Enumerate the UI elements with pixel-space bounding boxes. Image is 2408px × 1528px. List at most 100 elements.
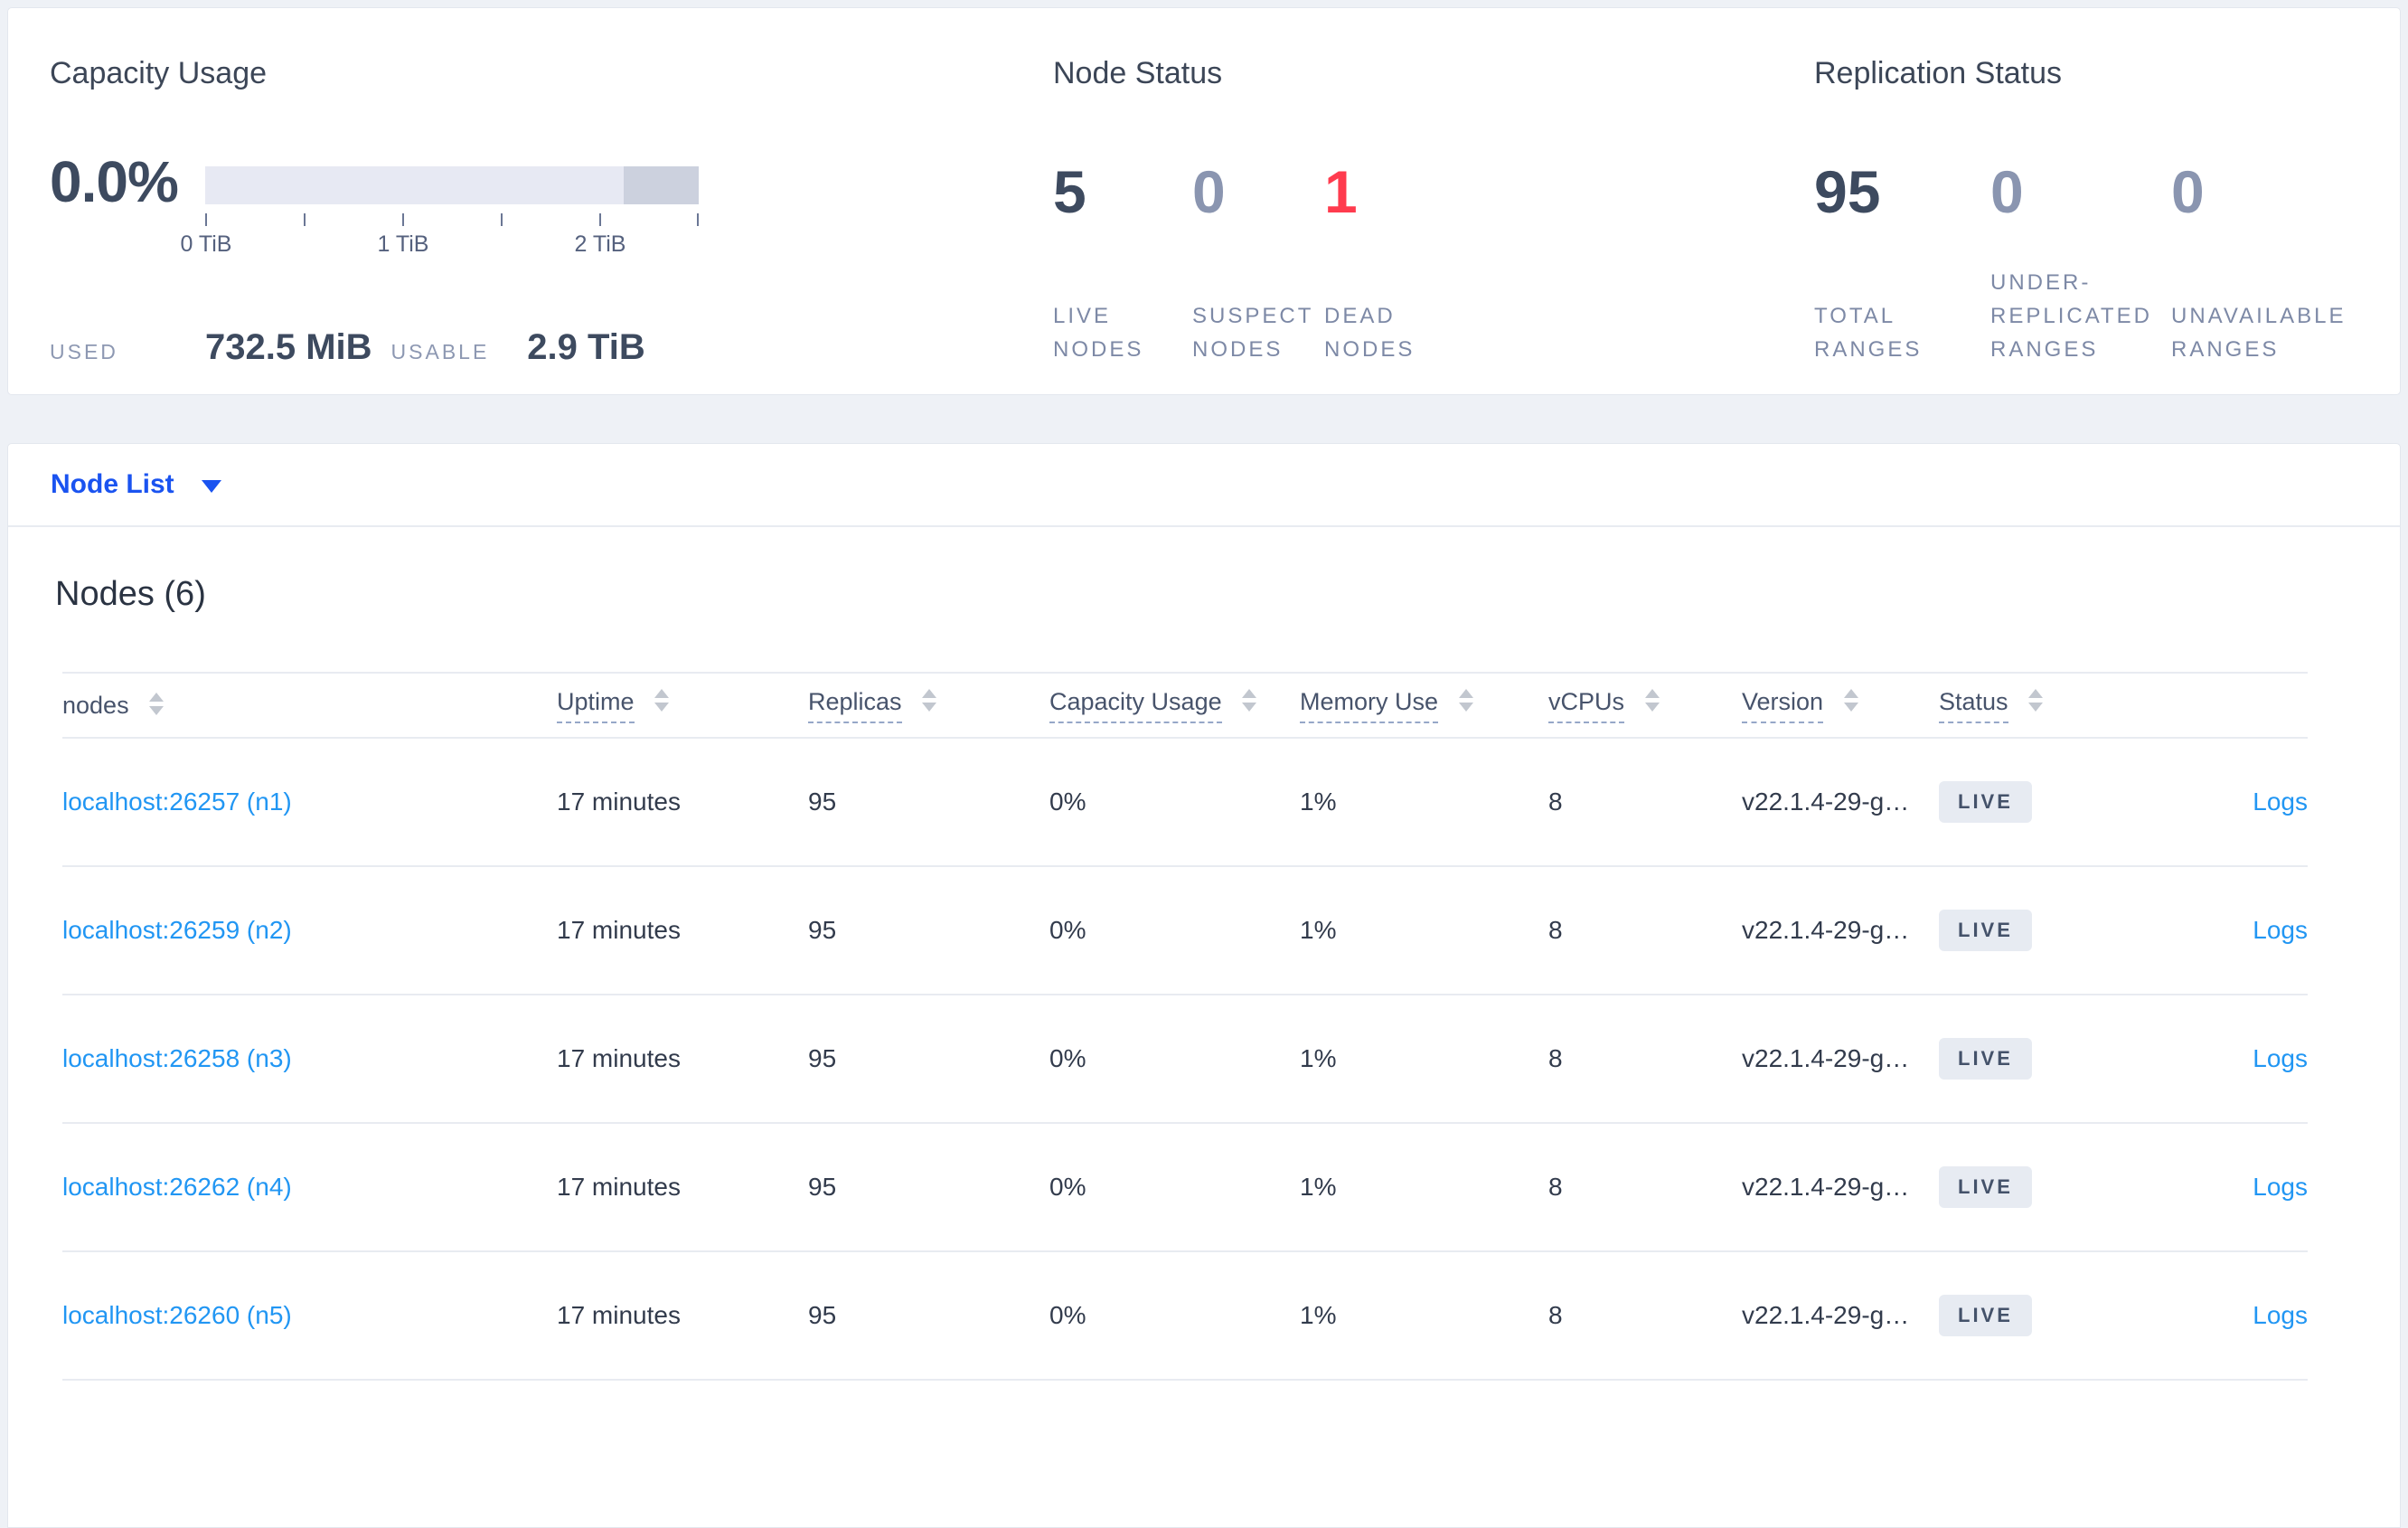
status-badge: LIVE	[1939, 910, 2032, 951]
column-header-version[interactable]: Version	[1742, 688, 1939, 723]
table-row: localhost:26258 (n3) 17 minutes 95 0% 1%…	[62, 995, 2308, 1124]
suspect-nodes-label: SUSPECT NODES	[1192, 304, 1314, 362]
vcpus-cell: 8	[1548, 1301, 1563, 1329]
vcpus-cell: 8	[1548, 1044, 1563, 1072]
logs-link[interactable]: Logs	[2253, 1301, 2308, 1329]
uptime-cell: 17 minutes	[557, 1173, 681, 1201]
table-row: localhost:26262 (n4) 17 minutes 95 0% 1%…	[62, 1124, 2308, 1252]
nodes-heading: Nodes (6)	[55, 575, 206, 613]
memory-use-cell: 1%	[1300, 1173, 1337, 1201]
version-cell: v22.1.4-29-g…	[1742, 788, 1910, 816]
axis-label-1tib: 1 TiB	[377, 231, 429, 257]
sort-icon[interactable]	[149, 692, 165, 715]
node-link[interactable]: localhost:26262 (n4)	[62, 1173, 292, 1201]
node-list-panel: Node List Nodes (6) nodes Uptime Replica…	[7, 443, 2401, 1528]
node-list-dropdown[interactable]: Node List	[8, 444, 2400, 527]
column-header-replicas[interactable]: Replicas	[808, 688, 1049, 723]
node-link[interactable]: localhost:26258 (n3)	[62, 1044, 292, 1072]
live-nodes-count: 5	[1053, 158, 1086, 225]
live-nodes-stat: 5 LIVE NODES	[1053, 157, 1192, 366]
logs-link[interactable]: Logs	[2253, 788, 2308, 816]
status-badge: LIVE	[1939, 781, 2032, 823]
version-cell: v22.1.4-29-g…	[1742, 1301, 1910, 1329]
suspect-nodes-count: 0	[1192, 158, 1226, 225]
logs-link[interactable]: Logs	[2253, 1044, 2308, 1072]
usable-value: 2.9 TiB	[527, 327, 645, 367]
vcpus-cell: 8	[1548, 788, 1563, 816]
column-header-memory-use[interactable]: Memory Use	[1300, 688, 1548, 723]
sort-icon[interactable]	[2028, 688, 2044, 712]
nodes-table-header: nodes Uptime Replicas Capacity Usage Mem…	[62, 672, 2308, 739]
cluster-summary-panel: Capacity Usage 0.0% 0 TiB 1 T	[7, 7, 2401, 395]
table-row: localhost:26259 (n2) 17 minutes 95 0% 1%…	[62, 867, 2308, 995]
uptime-cell: 17 minutes	[557, 1044, 681, 1072]
used-label: USED	[50, 340, 118, 363]
total-ranges-label: TOTAL RANGES	[1814, 304, 1923, 362]
logs-link[interactable]: Logs	[2253, 916, 2308, 944]
replication-status-title: Replication Status	[1814, 56, 2063, 90]
total-ranges-stat: 95 TOTAL RANGES	[1814, 157, 1990, 366]
capacity-usage-cell: 0%	[1049, 1173, 1086, 1201]
sort-icon[interactable]	[1458, 688, 1473, 712]
sort-icon[interactable]	[1843, 688, 1858, 712]
version-cell: v22.1.4-29-g…	[1742, 916, 1910, 944]
capacity-usage-cell: 0%	[1049, 1301, 1086, 1329]
dead-nodes-count: 1	[1324, 158, 1358, 225]
unavailable-ranges-label: UNAVAILABLE RANGES	[2171, 304, 2347, 362]
nodes-table: nodes Uptime Replicas Capacity Usage Mem…	[8, 672, 2400, 1381]
column-header-capacity-usage[interactable]: Capacity Usage	[1049, 688, 1300, 723]
node-link[interactable]: localhost:26260 (n5)	[62, 1301, 292, 1329]
logs-link[interactable]: Logs	[2253, 1173, 2308, 1201]
column-header-vcpus[interactable]: vCPUs	[1548, 688, 1742, 723]
uptime-cell: 17 minutes	[557, 916, 681, 944]
version-cell: v22.1.4-29-g…	[1742, 1173, 1910, 1201]
under-replicated-ranges-stat: 0 UNDER- REPLICATED RANGES	[1990, 157, 2171, 366]
status-badge: LIVE	[1939, 1166, 2032, 1208]
column-header-status[interactable]: Status	[1939, 688, 2147, 723]
axis-label-2tib: 2 TiB	[574, 231, 626, 257]
dead-nodes-stat: 1 DEAD NODES	[1324, 157, 1505, 366]
live-nodes-label: LIVE NODES	[1053, 304, 1144, 362]
vcpus-cell: 8	[1548, 916, 1563, 944]
sort-icon[interactable]	[1242, 688, 1257, 712]
node-link[interactable]: localhost:26259 (n2)	[62, 916, 292, 944]
replicas-cell: 95	[808, 1301, 837, 1329]
total-ranges-count: 95	[1814, 158, 1881, 225]
vcpus-cell: 8	[1548, 1173, 1563, 1201]
node-list-dropdown-label[interactable]: Node List	[51, 469, 174, 499]
uptime-cell: 17 minutes	[557, 788, 681, 816]
under-replicated-ranges-label: UNDER- REPLICATED RANGES	[1990, 270, 2152, 362]
axis-label-0tib: 0 TiB	[180, 231, 232, 257]
dead-nodes-label: DEAD NODES	[1324, 304, 1416, 362]
unavailable-ranges-count: 0	[2171, 158, 2205, 225]
uptime-cell: 17 minutes	[557, 1301, 681, 1329]
sort-icon[interactable]	[922, 688, 937, 712]
used-value: 732.5 MiB	[205, 327, 372, 367]
version-cell: v22.1.4-29-g…	[1742, 1044, 1910, 1072]
replication-status-section: Replication Status 95 TOTAL RANGES 0 UND…	[1814, 54, 2393, 366]
replicas-cell: 95	[808, 1173, 837, 1201]
memory-use-cell: 1%	[1300, 788, 1337, 816]
sort-icon[interactable]	[654, 688, 670, 712]
capacity-bar-track	[205, 166, 699, 204]
table-row: localhost:26257 (n1) 17 minutes 95 0% 1%…	[62, 739, 2308, 867]
memory-use-cell: 1%	[1300, 1044, 1337, 1072]
replicas-cell: 95	[808, 1044, 837, 1072]
capacity-usage-cell: 0%	[1049, 1044, 1086, 1072]
replicas-cell: 95	[808, 788, 837, 816]
capacity-bar-reserved	[624, 166, 699, 204]
under-replicated-ranges-count: 0	[1990, 158, 2024, 225]
table-row: localhost:26260 (n5) 17 minutes 95 0% 1%…	[62, 1252, 2308, 1381]
sort-icon[interactable]	[1644, 688, 1660, 712]
capacity-usage-section: Capacity Usage 0.0% 0 TiB 1 T	[50, 54, 1008, 368]
status-badge: LIVE	[1939, 1038, 2032, 1080]
memory-use-cell: 1%	[1300, 916, 1337, 944]
column-header-uptime[interactable]: Uptime	[557, 688, 808, 723]
node-link[interactable]: localhost:26257 (n1)	[62, 788, 292, 816]
capacity-usage-cell: 0%	[1049, 916, 1086, 944]
column-header-nodes[interactable]: nodes	[62, 692, 557, 720]
unavailable-ranges-stat: 0 UNAVAILABLE RANGES	[2171, 157, 2388, 366]
memory-use-cell: 1%	[1300, 1301, 1337, 1329]
status-badge: LIVE	[1939, 1295, 2032, 1336]
capacity-used-percent: 0.0%	[50, 149, 179, 214]
